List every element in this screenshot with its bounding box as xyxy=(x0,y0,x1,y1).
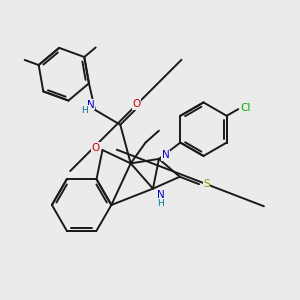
Text: Cl: Cl xyxy=(241,103,251,112)
Text: N: N xyxy=(87,100,94,110)
Text: O: O xyxy=(133,99,141,109)
Text: S: S xyxy=(203,179,210,189)
Text: N: N xyxy=(162,150,169,160)
Text: H: H xyxy=(157,199,164,208)
Text: H: H xyxy=(81,106,88,115)
Text: N: N xyxy=(157,190,164,200)
Text: O: O xyxy=(92,143,100,153)
